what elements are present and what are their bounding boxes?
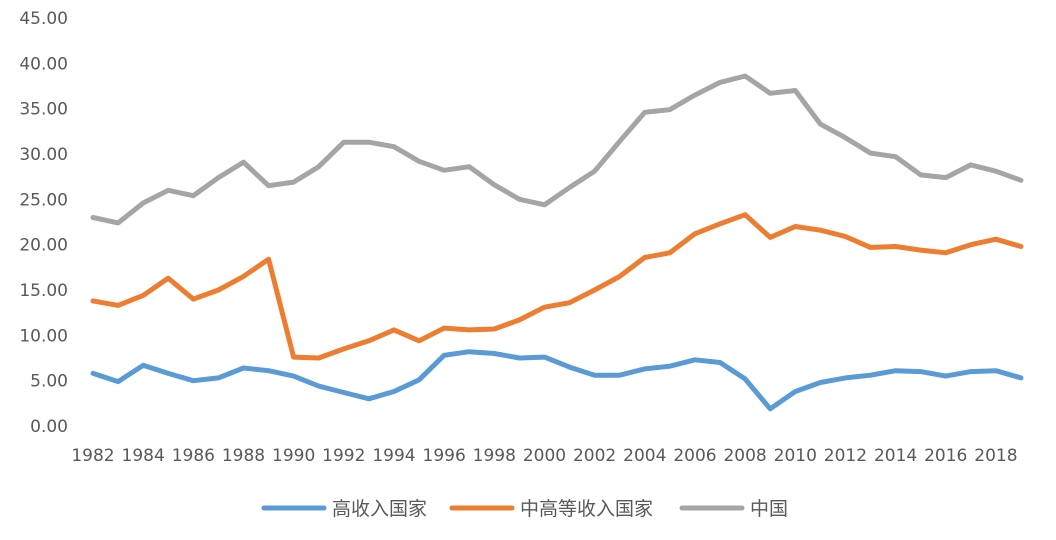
- x-tick-label: 1992: [322, 446, 365, 466]
- y-axis-tick-labels: 0.00 5.00 10.00 15.00 20.00 25.00 30.00 35.00 40…: [19, 9, 68, 437]
- x-tick-label: 1994: [372, 446, 415, 466]
- y-tick-label: 40.00: [19, 54, 68, 74]
- series-line-1: [90, 212, 1024, 361]
- y-tick-label: 20.00: [19, 236, 68, 256]
- x-tick-label: 2018: [974, 446, 1017, 466]
- y-tick-label: 15.00: [19, 281, 68, 301]
- x-axis-tick-labels: 1982 1984 1986 1988 1990 1992 1994 1996 1998 2000…: [71, 446, 1017, 466]
- x-tick-label: 1986: [172, 446, 215, 466]
- x-tick-label: 1982: [71, 446, 114, 466]
- x-tick-label: 2002: [573, 446, 616, 466]
- legend: 高收入国家 中高等收入国家 中国: [261, 498, 788, 520]
- y-tick-label: 0.00: [30, 417, 68, 437]
- legend-label: 中高等收入国家: [520, 498, 653, 520]
- x-tick-label: 2006: [673, 446, 716, 466]
- x-tick-label: 1990: [272, 446, 315, 466]
- series-line-0: [90, 349, 1024, 412]
- x-tick-label: 2014: [874, 446, 917, 466]
- x-tick-label: 1996: [423, 446, 466, 466]
- y-tick-label: 45.00: [19, 9, 68, 29]
- y-tick-label: 35.00: [19, 100, 68, 120]
- legend-label: 高收入国家: [332, 498, 427, 520]
- series-line-2: [90, 73, 1024, 226]
- y-tick-label: 5.00: [30, 372, 68, 392]
- legend-label: 中国: [750, 498, 788, 520]
- x-tick-label: 2012: [824, 446, 867, 466]
- x-tick-label: 2008: [723, 446, 766, 466]
- x-tick-label: 2016: [924, 446, 967, 466]
- x-tick-label: 1984: [122, 446, 165, 466]
- x-tick-label: 2010: [774, 446, 817, 466]
- y-tick-label: 25.00: [19, 190, 68, 210]
- y-tick-label: 10.00: [19, 326, 68, 346]
- x-tick-label: 2000: [523, 446, 566, 466]
- x-tick-label: 1988: [222, 446, 265, 466]
- x-tick-label: 1998: [473, 446, 516, 466]
- series-lines: [90, 73, 1024, 412]
- y-tick-label: 30.00: [19, 145, 68, 165]
- x-tick-label: 2004: [623, 446, 666, 466]
